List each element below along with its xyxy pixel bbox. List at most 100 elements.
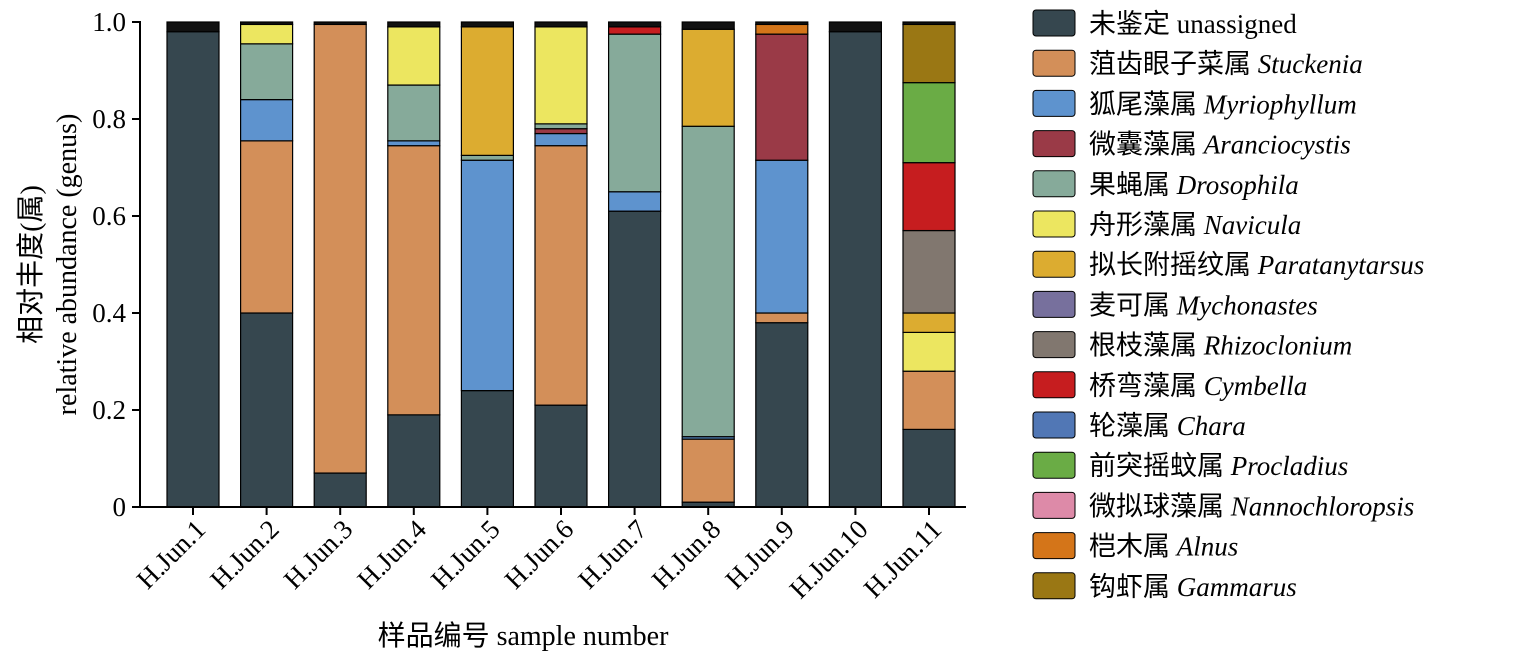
bar-segment bbox=[607, 210, 662, 508]
y-tick-label: 0.8 bbox=[92, 104, 126, 134]
legend-label: 未鉴定 unassigned bbox=[1089, 9, 1297, 39]
legend-swatch bbox=[1032, 451, 1076, 479]
bar-stack-H.Jun.2 bbox=[240, 21, 294, 508]
legend-item: 微囊藻属 Aranciocystis bbox=[1032, 130, 1351, 160]
legend-item: 菹齿眼子菜属 Stuckenia bbox=[1032, 49, 1363, 79]
y-ticks-group: 0 0.2 0.4 0.6 0.8 1.0 bbox=[92, 7, 140, 522]
legend-label: 轮藻属 Chara bbox=[1089, 411, 1246, 441]
legend-swatch bbox=[1032, 532, 1076, 560]
bar-segment-other bbox=[902, 21, 956, 26]
bar-segment-other bbox=[534, 21, 588, 28]
x-tick-label: H.Jun.5 bbox=[425, 514, 506, 595]
bar-stack-H.Jun.11 bbox=[902, 21, 956, 508]
legend-item: 微拟球藻属 Nannochloropsis bbox=[1032, 491, 1414, 521]
bar-segment bbox=[534, 404, 588, 508]
bar-segment bbox=[534, 123, 588, 130]
bar-segment bbox=[755, 312, 809, 324]
bar-segment bbox=[902, 331, 956, 372]
legend-item: 前突摇蚊属 Procladius bbox=[1032, 451, 1348, 481]
bar-segment bbox=[240, 43, 294, 101]
bar-segment bbox=[240, 98, 294, 142]
y-axis-label-en: relative abundance (genus) bbox=[52, 114, 83, 416]
legend-label-cn: 拟长附摇纹属 bbox=[1089, 250, 1258, 280]
bar-segment bbox=[902, 312, 956, 333]
legend-swatch bbox=[1032, 49, 1076, 77]
x-axis-label: 样品编号 sample number bbox=[378, 620, 670, 652]
legend-label-latin: Alnus bbox=[1175, 532, 1239, 562]
bar-segment bbox=[460, 159, 514, 392]
bar-segment bbox=[902, 370, 956, 431]
x-tick-label: H.Jun.8 bbox=[646, 514, 727, 595]
bar-stack-H.Jun.8 bbox=[681, 21, 735, 508]
legend-label-latin: Rhizoclonium bbox=[1203, 331, 1353, 361]
legend-label: 微囊藻属 Aranciocystis bbox=[1089, 130, 1351, 160]
legend-label-latin: Aranciocystis bbox=[1202, 130, 1351, 160]
legend-label-cn: 桤木属 bbox=[1089, 532, 1177, 562]
legend-swatch bbox=[1032, 491, 1076, 519]
bar-segment bbox=[240, 140, 294, 314]
bar-segment bbox=[902, 229, 956, 314]
legend-label: 舟形藻属 Navicula bbox=[1089, 210, 1301, 240]
legend-label: 桥弯藻属 Cymbella bbox=[1089, 371, 1307, 401]
x-tick-label: H.Jun.4 bbox=[351, 514, 432, 595]
legend-label-cn: 桥弯藻属 bbox=[1089, 371, 1204, 401]
bar-segment-other bbox=[460, 21, 514, 28]
bar-segment bbox=[828, 31, 883, 508]
legend-item: 桤木属 Alnus bbox=[1032, 532, 1238, 562]
bar-segment bbox=[755, 159, 809, 314]
bar-segment bbox=[240, 312, 294, 508]
legend-item: 根枝藻属 Rhizoclonium bbox=[1032, 331, 1353, 361]
bar-segment bbox=[460, 154, 514, 161]
bar-segment bbox=[240, 23, 294, 45]
legend: 未鉴定 unassigned 菹齿眼子菜属 Stuckenia 狐尾藻属 Myrio… bbox=[1032, 9, 1424, 602]
bar-segment-other bbox=[166, 21, 220, 33]
bar-segment bbox=[755, 33, 809, 161]
legend-swatch bbox=[1032, 130, 1076, 158]
bar-segment-other bbox=[755, 21, 809, 26]
x-tick-label: H.Jun.10 bbox=[783, 514, 873, 604]
legend-item: 麦可属 Mychonastes bbox=[1032, 290, 1318, 320]
legend-label-latin: Chara bbox=[1177, 411, 1246, 441]
bar-segment bbox=[387, 414, 441, 508]
y-axis-label-cn: 相对丰度(属) bbox=[15, 185, 47, 344]
bar-segment-other bbox=[387, 21, 441, 28]
legend-label-cn: 未鉴定 bbox=[1089, 9, 1177, 39]
axes-group bbox=[139, 21, 966, 508]
x-tick-label: H.Jun.1 bbox=[131, 514, 212, 595]
legend-label-cn: 舟形藻属 bbox=[1089, 210, 1204, 240]
legend-label-latin: Stuckenia bbox=[1258, 49, 1363, 79]
bar-segment bbox=[902, 162, 956, 232]
legend-label-cn: 菹齿眼子菜属 bbox=[1089, 49, 1258, 79]
legend-label: 果蝇属 Drosophila bbox=[1089, 170, 1299, 200]
bar-stack-H.Jun.5 bbox=[460, 21, 514, 508]
bar-segment bbox=[681, 125, 735, 438]
legend-label: 桤木属 Alnus bbox=[1089, 532, 1238, 562]
legend-item: 拟长附摇纹属 Paratanytarsus bbox=[1032, 250, 1424, 280]
bar-segment bbox=[607, 33, 662, 193]
legend-label-cn: 钩虾属 bbox=[1089, 572, 1177, 602]
legend-label-cn: 轮藻属 bbox=[1089, 411, 1177, 441]
bar-stack-H.Jun.9 bbox=[755, 21, 809, 508]
bar-stack-H.Jun.7 bbox=[607, 21, 662, 508]
bar-segment bbox=[460, 390, 514, 508]
legend-label-latin: Navicula bbox=[1203, 210, 1301, 240]
legend-label-cn: 果蝇属 bbox=[1089, 170, 1177, 200]
bar-segment bbox=[534, 128, 588, 135]
x-tick-label: H.Jun.11 bbox=[858, 514, 947, 603]
legend-label-latin: Cymbella bbox=[1204, 371, 1307, 401]
legend-item: 狐尾藻属 Myriophyllum bbox=[1032, 89, 1357, 119]
legend-label-cn: 前突摇蚊属 bbox=[1089, 451, 1231, 481]
legend-item: 舟形藻属 Navicula bbox=[1032, 210, 1301, 240]
bar-segment bbox=[681, 28, 735, 127]
bar-segment bbox=[902, 82, 956, 164]
legend-label-latin: Paratanytarsus bbox=[1257, 250, 1425, 280]
y-tick-label: 0.4 bbox=[92, 298, 126, 328]
legend-label: 拟长附摇纹属 Paratanytarsus bbox=[1089, 250, 1424, 280]
legend-label-latin: Drosophila bbox=[1176, 170, 1299, 200]
y-tick-label: 0.2 bbox=[92, 395, 126, 425]
legend-swatch bbox=[1032, 170, 1076, 198]
bar-segment bbox=[166, 31, 220, 508]
bar-segment bbox=[755, 322, 809, 508]
bar-segment bbox=[460, 26, 514, 156]
legend-swatch bbox=[1032, 331, 1076, 359]
